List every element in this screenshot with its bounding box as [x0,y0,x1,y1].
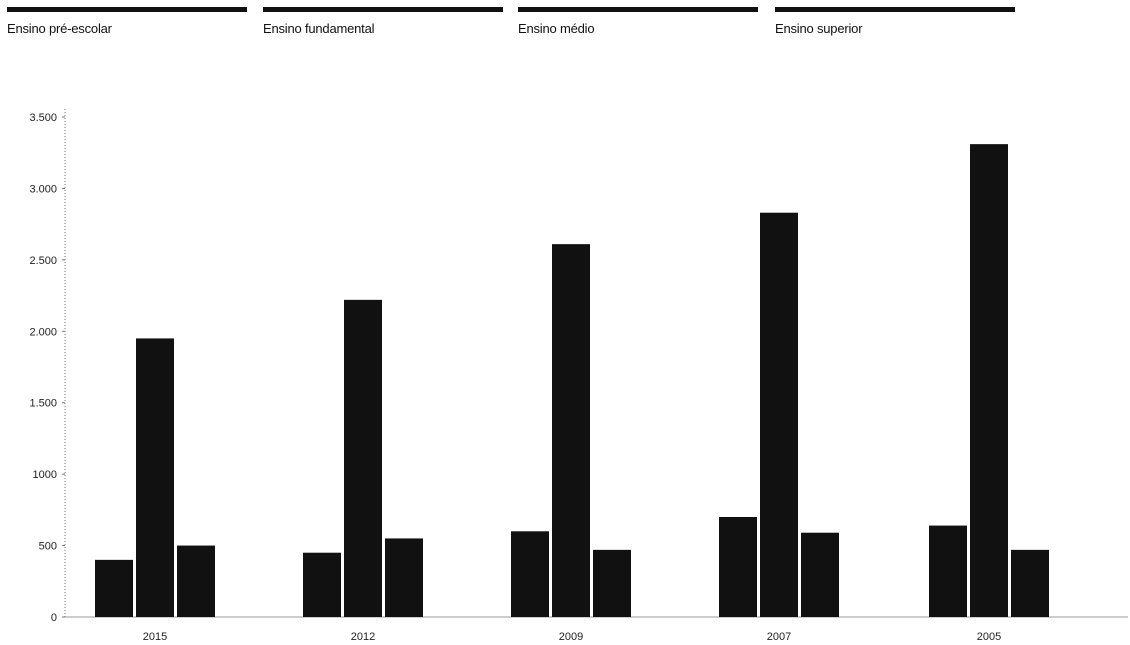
x-tick-label: 2009 [559,631,583,643]
bar-2015-3 [177,545,215,617]
bar-2009-2 [552,244,590,617]
bar-2009-1 [511,531,549,617]
legend-item-medio: Ensino médio [518,7,758,36]
bar-2005-3 [1011,549,1049,617]
legend-swatch [518,7,758,12]
legend-label: Ensino fundamental [263,21,375,36]
chart-bars [95,144,1049,617]
x-tick-label: 2015 [143,631,167,643]
y-tick-label: 0 [51,612,57,624]
bar-2007-1 [719,517,757,617]
bar-2012-2 [344,299,382,617]
legend-item-superior: Ensino superior [775,7,1015,36]
bar-2005-1 [929,525,967,617]
y-tick-label: 2.000 [29,326,57,338]
chart-labels: 2015 2012 2009 2007 2005 [143,631,1001,643]
y-tick-label: 2.500 [29,255,57,267]
bar-2012-1 [303,552,341,617]
y-tick-label: 500 [39,541,57,553]
y-tick-label: 3.000 [29,183,57,195]
bar-2009-3 [593,549,631,617]
legend-swatch [263,7,503,12]
x-tick-label: 2012 [351,631,375,643]
y-tick-label: 1.500 [29,398,57,410]
legend-label: Ensino pré-escolar [7,21,112,36]
legend-label: Ensino médio [518,21,595,36]
legend-swatch [7,7,247,12]
legend-swatch [775,7,1015,12]
bar-2007-3 [801,532,839,617]
y-tick-label: 1000 [33,469,57,481]
y-tick-label: 3.500 [29,112,57,124]
bar-2012-3 [385,538,423,617]
legend: Ensino pré-escolar Ensino fundamental En… [0,0,1130,50]
bar-2005-2 [970,144,1008,617]
legend-item-pre-escolar: Ensino pré-escolar [7,7,247,36]
legend-item-fundamental: Ensino fundamental [263,7,503,36]
bar-2015-1 [95,559,133,617]
legend-label: Ensino superior [775,21,863,36]
x-tick-label: 2007 [767,631,791,643]
bar-2007-2 [760,212,798,617]
bar-2015-2 [136,338,174,617]
x-tick-label: 2005 [977,631,1001,643]
